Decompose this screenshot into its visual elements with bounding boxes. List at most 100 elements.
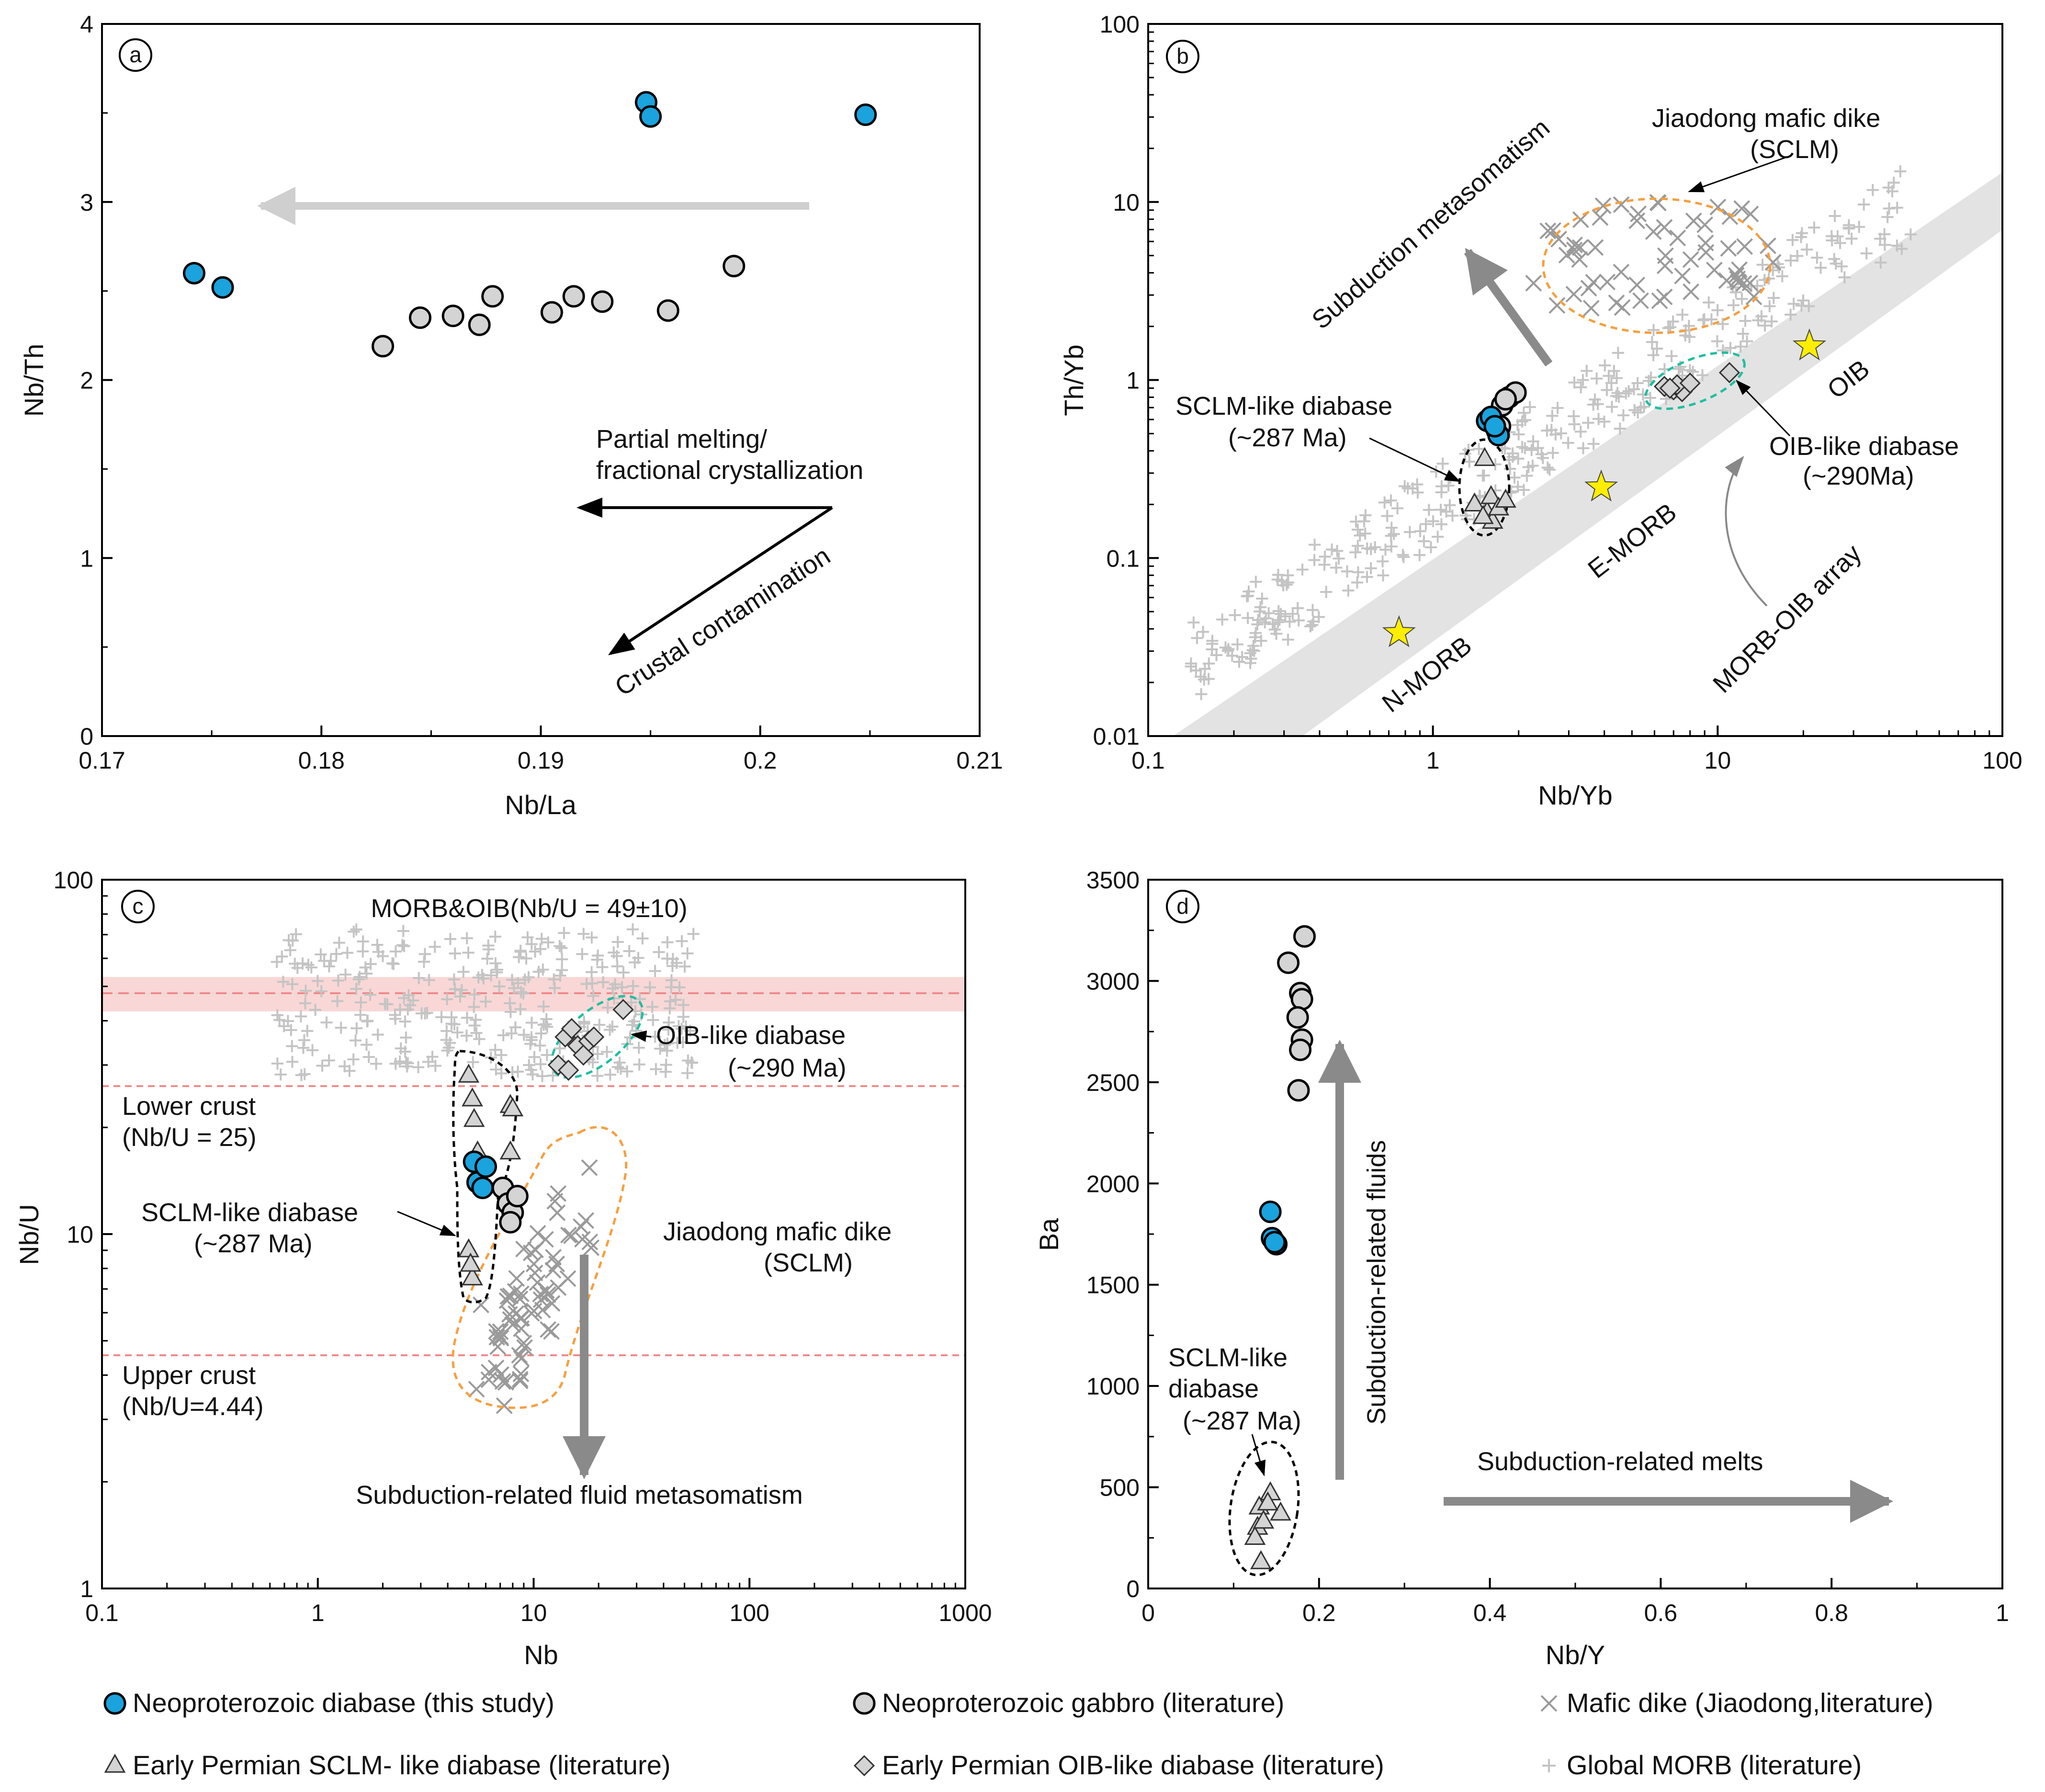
morb-point xyxy=(1354,529,1366,542)
morb-point xyxy=(442,1042,455,1054)
morb-point xyxy=(626,1019,639,1031)
morb-point xyxy=(1197,625,1209,638)
morb-point xyxy=(1308,538,1321,551)
reference-star xyxy=(1382,615,1416,647)
morb-point xyxy=(627,980,639,992)
morb-point xyxy=(1250,627,1262,639)
morb-point xyxy=(1527,435,1539,448)
x-tick-label: 0.2 xyxy=(1302,1599,1336,1626)
x-tick-label: 0.8 xyxy=(1815,1599,1848,1626)
morb-point xyxy=(617,966,630,979)
morb-point xyxy=(400,1056,412,1068)
morb-point xyxy=(1399,480,1411,492)
morb-point xyxy=(309,1004,322,1016)
morb-point xyxy=(1292,614,1305,627)
morb-point xyxy=(1424,541,1437,554)
morb-point xyxy=(660,1058,672,1071)
morb-point xyxy=(1195,688,1208,701)
morb-point xyxy=(1444,472,1457,484)
morb-point xyxy=(1250,576,1262,588)
morb-point xyxy=(305,961,317,974)
morb-point xyxy=(580,978,593,990)
morb-point xyxy=(1436,457,1449,470)
morb-point xyxy=(461,1011,474,1024)
morb-point xyxy=(578,1018,590,1030)
morb-point xyxy=(1545,424,1558,436)
jiaodong-point xyxy=(581,1233,599,1250)
morb-point xyxy=(429,1060,441,1072)
gabbro-point xyxy=(1286,1006,1309,1029)
y-tick-label: 1000 xyxy=(1086,1373,1140,1400)
morb-point xyxy=(1397,549,1409,561)
morb-point xyxy=(632,952,644,964)
morb-point xyxy=(1765,315,1778,328)
jiaodong-point xyxy=(560,1226,577,1244)
panel-b-oib-field xyxy=(1644,351,1746,410)
morb-point xyxy=(534,1039,546,1052)
morb-point xyxy=(1551,402,1564,414)
svg-text:b: b xyxy=(1176,44,1189,68)
morb-point xyxy=(676,935,688,947)
morb-point xyxy=(354,1009,367,1021)
morb-point xyxy=(682,1055,694,1067)
jiaodong-point xyxy=(1657,247,1674,264)
panel-d-points xyxy=(1244,925,1316,1569)
oib-point xyxy=(1679,372,1701,394)
morb-point xyxy=(633,1058,645,1071)
morb-point xyxy=(311,975,324,987)
morb-point xyxy=(1266,618,1279,630)
morb-point xyxy=(1525,444,1538,456)
morb-point xyxy=(1241,590,1253,602)
panel-c-annotation: (~287 Ma) xyxy=(194,1229,313,1258)
panel-c-jiaodong-field xyxy=(452,1126,628,1409)
morb-point xyxy=(379,998,391,1010)
morb-point xyxy=(1647,324,1660,336)
panel-b-jiaodong-crosses xyxy=(1525,194,1782,317)
morb-point xyxy=(1411,478,1424,491)
sclm-point xyxy=(460,1252,482,1272)
jiaodong-point xyxy=(1729,271,1746,287)
x-tick-label: 0.17 xyxy=(79,747,125,774)
jiaodong-point xyxy=(581,1159,598,1176)
jiaodong-point xyxy=(543,1295,561,1312)
oib-point xyxy=(1659,377,1681,399)
jiaodong-point xyxy=(525,1303,542,1320)
morb-point xyxy=(1272,616,1284,628)
jiaodong-point xyxy=(512,1285,530,1303)
morb-point xyxy=(468,1019,481,1032)
jiaodong-point xyxy=(539,1286,556,1303)
morb-point xyxy=(532,965,545,978)
jiaodong-point xyxy=(1736,238,1753,255)
panel-c-annotation: Jiaodong mafic dike xyxy=(663,1217,892,1246)
morb-point xyxy=(678,960,691,973)
morb-point xyxy=(285,1024,297,1036)
panel-a-points xyxy=(182,91,877,358)
morb-point xyxy=(357,935,369,948)
panel-b-annotation: (~287 Ma) xyxy=(1228,423,1347,452)
morb-point xyxy=(1524,401,1536,413)
morb-point xyxy=(1811,251,1823,264)
jiaodong-point xyxy=(1720,240,1737,257)
morb-point xyxy=(278,1020,290,1032)
morb-point xyxy=(1667,315,1679,328)
morb-point xyxy=(1756,259,1769,271)
panel-a-axes: 0.17 0.18 0.19 0.2 0.21 0 1 2 3 4 xyxy=(79,11,1003,774)
morb-point xyxy=(348,925,360,938)
morb-point xyxy=(441,993,453,1006)
panel-b-leader xyxy=(1369,437,1461,482)
legend-label: Early Permian OIB-like diabase (literatu… xyxy=(882,1750,1384,1780)
morb-point xyxy=(534,943,547,955)
morb-point xyxy=(413,972,425,984)
morb-point xyxy=(1512,453,1525,465)
y-tick-label: 2000 xyxy=(1086,1170,1140,1197)
sclm-point xyxy=(462,1087,483,1107)
oib-point xyxy=(1718,362,1740,384)
panel-d-axes: 0 0.2 0.4 0.6 0.8 1 0 500 1000 1500 2000 2500 3000 35… xyxy=(1086,867,2009,1626)
legend-item: Mafic dike (Jiaodong,literature) xyxy=(1540,1688,1933,1718)
morb-point xyxy=(468,988,481,1001)
morb-point xyxy=(1582,417,1594,429)
panel-b-metasomatism-arrow xyxy=(1464,248,1553,367)
diabase-point xyxy=(1259,1200,1282,1223)
